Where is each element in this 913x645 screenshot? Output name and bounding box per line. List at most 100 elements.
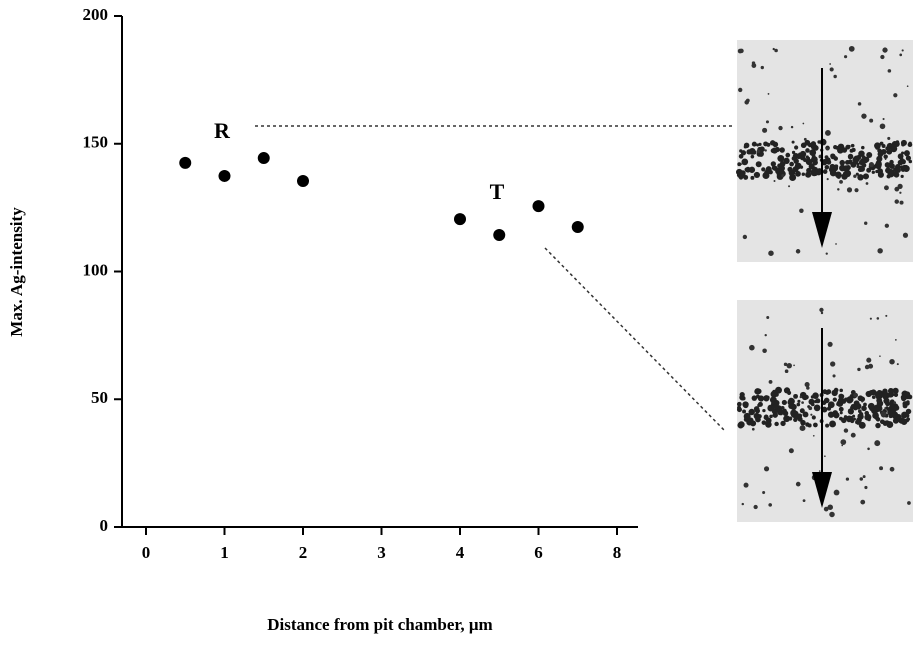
point: [179, 156, 192, 169]
texture-dot: [827, 341, 833, 347]
texture-dot: [847, 153, 854, 160]
texture-dot: [894, 199, 899, 204]
texture-dot: [824, 390, 830, 395]
x-tick-label: 4: [456, 543, 465, 562]
texture-dot: [808, 406, 813, 411]
texture-dot: [858, 159, 865, 166]
texture-dot: [905, 155, 912, 161]
texture-dot: [836, 174, 841, 179]
y-tick-label: 50: [91, 388, 108, 407]
texture-dot: [811, 166, 818, 173]
texture-dot: [810, 143, 818, 150]
texture-dot: [839, 388, 843, 393]
texture-dot: [881, 392, 889, 399]
texture-dot: [824, 455, 826, 458]
texture-dot: [887, 387, 894, 394]
texture-dot: [895, 416, 900, 421]
texture-dot: [835, 243, 837, 245]
texture-dot: [793, 410, 799, 417]
texture-dot: [802, 122, 805, 125]
texture-dot: [782, 410, 789, 417]
texture-dot: [882, 117, 885, 121]
texture-dot: [906, 85, 909, 88]
texture-dot: [744, 167, 749, 172]
texture-dot: [859, 166, 866, 172]
texture-dot: [893, 171, 898, 175]
texture-dot: [751, 150, 757, 155]
texture-dot: [800, 142, 807, 149]
texture-dot: [864, 221, 868, 225]
texture-dot: [885, 146, 890, 151]
texture-dot: [874, 440, 881, 447]
texture-dot: [903, 150, 910, 157]
texture-dot: [774, 421, 779, 427]
texture-dot: [865, 182, 869, 185]
texture-dot: [843, 166, 848, 170]
texture-dot: [743, 412, 751, 420]
texture-dot: [812, 159, 818, 166]
texture-dot: [783, 157, 790, 165]
texture-dot: [786, 363, 792, 369]
y-tick-label: 100: [83, 260, 109, 279]
y-tick-label: 200: [83, 5, 109, 24]
texture-dot: [762, 408, 766, 413]
texture-dot: [840, 394, 845, 399]
texture-dot: [888, 392, 894, 398]
texture-dot: [845, 477, 850, 481]
texture-dot: [856, 162, 860, 166]
texture-dot: [750, 420, 757, 427]
texture-dot: [770, 161, 776, 167]
texture-dot: [853, 174, 857, 178]
annotation: T: [490, 179, 505, 204]
texture-dot: [785, 152, 791, 158]
texture-dot: [895, 338, 897, 341]
texture-dot: [840, 144, 844, 148]
texture-dot: [787, 166, 793, 172]
texture-dot: [754, 388, 761, 395]
texture-dot: [770, 390, 778, 398]
point: [571, 221, 584, 234]
texture-dot: [901, 151, 905, 155]
texture-dot: [837, 397, 845, 404]
texture-dot: [823, 159, 829, 164]
texture-dot: [748, 166, 756, 173]
texture-dot: [818, 470, 821, 472]
texture-dot: [899, 191, 902, 194]
texture-dot: [830, 153, 836, 160]
texture-dot: [861, 400, 864, 403]
texture-dot: [881, 144, 886, 148]
texture-dot: [847, 144, 851, 149]
texture-dot: [899, 53, 903, 57]
texture-dot: [795, 249, 801, 254]
texture-dot: [885, 406, 889, 410]
texture-dot: [743, 482, 749, 488]
texture-dot: [801, 394, 808, 401]
texture-dot: [756, 149, 761, 154]
texture-dot: [833, 489, 840, 496]
texture-dot: [879, 123, 886, 130]
texture-dot: [799, 208, 804, 214]
texture-dot: [832, 374, 836, 378]
texture-dot: [823, 397, 830, 404]
texture-dot: [783, 415, 791, 423]
texture-dot: [855, 172, 859, 176]
texture-dot: [880, 54, 885, 60]
texture-dot: [875, 422, 881, 429]
texture-dot: [894, 166, 901, 174]
texture-dot: [751, 61, 756, 65]
x-tick-label: 6: [534, 543, 543, 562]
texture-dot: [862, 475, 866, 479]
texture-dot: [817, 140, 821, 144]
texture-dot: [809, 149, 817, 156]
texture-dot: [758, 142, 762, 147]
texture-dot: [780, 405, 785, 410]
texture-dot: [783, 387, 791, 394]
texture-dot: [772, 403, 779, 410]
texture-dot: [762, 491, 766, 495]
texture-dot: [813, 422, 818, 428]
texture-dot: [907, 501, 911, 505]
texture-dot: [848, 409, 854, 415]
texture-dot: [778, 125, 783, 131]
texture-dot: [750, 154, 755, 159]
texture-dot: [812, 392, 819, 399]
